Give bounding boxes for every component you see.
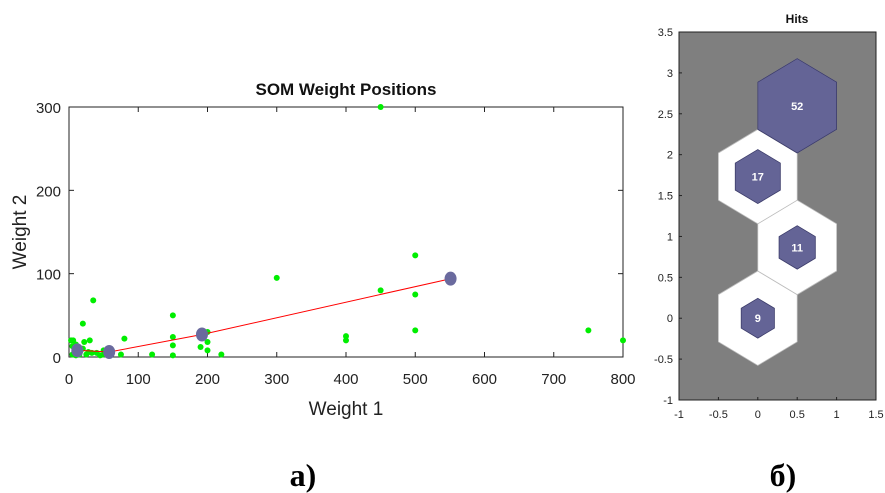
caption-left: а): [290, 457, 317, 493]
hits-y-tick-label: -1: [663, 395, 673, 407]
data-point: [169, 334, 176, 340]
data-point: [412, 327, 419, 334]
hit-count-label: 11: [791, 242, 803, 254]
som-weight-positions-chart: SOM Weight Positions 0 100 200 300 400 500 600…: [10, 80, 636, 420]
hits-x-axis-ticks: -1 -0.5 0 0.5 1 1.5: [674, 397, 884, 421]
x-tick-label: 200: [195, 371, 220, 388]
x-tick-label: 700: [541, 371, 566, 388]
data-point: [149, 351, 156, 358]
x-tick-label: 600: [472, 371, 497, 388]
data-point: [79, 320, 86, 327]
data-point: [204, 339, 211, 345]
hit-marker: [778, 225, 816, 270]
hit-count-label: 9: [755, 313, 761, 325]
neuron-marker: [103, 345, 116, 359]
hits-y-tick-label: 1.5: [658, 191, 673, 203]
data-point: [585, 327, 592, 334]
hits-plot-frame: [678, 31, 877, 401]
y-tick-label: 0: [53, 350, 61, 367]
hits-y-tick-label: 0: [667, 313, 673, 325]
hits-x-tick-label: -1: [674, 409, 684, 421]
x-tick-label: 300: [264, 371, 289, 388]
hits-y-axis-ticks: -1 -0.5 0 0.5 1 1.5 2 2.5 3 3.5: [654, 27, 682, 407]
neuron-link: [77, 278, 451, 353]
plot-frame: [68, 106, 624, 358]
x-tick-label: 800: [610, 371, 635, 388]
hits-x-tick-label: 0: [755, 409, 761, 421]
hit-marker: [757, 58, 837, 154]
data-point: [81, 339, 88, 345]
hits-y-tick-label: 3.5: [658, 27, 673, 39]
hits-y-tick-label: 3: [667, 68, 673, 80]
data-point: [343, 337, 349, 344]
data-point: [117, 351, 124, 358]
x-axis-ticks: 0 100 200 300 400 500 600 700 800: [65, 107, 636, 388]
hits-x-tick-label: 1: [834, 409, 840, 421]
som-hits-chart: Hits 9 11 17 52 -1 -0.5 0 0.5 1 1.5 -1 -0.5 0 0.5 1 1…: [654, 12, 884, 421]
hit-marker: [740, 297, 775, 339]
hits-x-tick-label: 0.5: [790, 409, 805, 421]
data-point: [343, 333, 349, 340]
y-tick-label: 300: [36, 100, 61, 117]
hex-cells: 9 11 17 52: [718, 58, 837, 366]
hit-marker: [734, 149, 781, 205]
data-point: [169, 312, 176, 319]
x-axis-label: Weight 1: [309, 399, 384, 420]
data-point: [412, 252, 419, 259]
neuron-markers: [71, 271, 457, 359]
hits-y-tick-label: 2.5: [658, 109, 673, 121]
data-point: [377, 104, 384, 110]
data-point: [620, 337, 626, 344]
data-point: [169, 342, 176, 349]
x-tick-label: 100: [126, 371, 151, 388]
y-tick-label: 200: [36, 183, 61, 200]
neuron-marker: [444, 271, 457, 286]
neuron-marker: [71, 343, 84, 358]
hits-y-tick-label: 2: [667, 150, 673, 162]
neuron-connection-line: [77, 278, 451, 353]
neuron-marker: [195, 327, 208, 342]
hits-title: Hits: [786, 12, 809, 26]
hit-count-label: 52: [791, 101, 803, 113]
x-tick-label: 0: [65, 371, 73, 388]
data-point: [412, 291, 419, 298]
hits-y-tick-label: -0.5: [654, 354, 673, 366]
hits-x-tick-label: -0.5: [709, 409, 728, 421]
data-point: [218, 351, 225, 358]
x-tick-label: 400: [333, 371, 358, 388]
data-point: [169, 352, 176, 359]
x-tick-label: 500: [403, 371, 428, 388]
hit-count-label: 17: [752, 172, 764, 184]
hits-x-tick-label: 1.5: [868, 409, 883, 421]
caption-right: б): [770, 457, 797, 493]
data-point: [90, 297, 97, 304]
data-point: [121, 335, 128, 342]
data-point: [86, 337, 93, 344]
data-point: [273, 274, 280, 281]
y-axis-ticks: 0 100 200 300: [36, 100, 623, 367]
chart-title: SOM Weight Positions: [255, 80, 436, 99]
data-point: [197, 344, 204, 350]
y-axis-label: Weight 2: [10, 195, 31, 270]
hits-y-tick-label: 1: [667, 231, 673, 243]
y-tick-label: 100: [36, 267, 61, 284]
data-point: [377, 287, 384, 294]
data-points: [68, 104, 626, 359]
hits-y-tick-label: 0.5: [658, 272, 673, 284]
data-point: [204, 347, 211, 354]
